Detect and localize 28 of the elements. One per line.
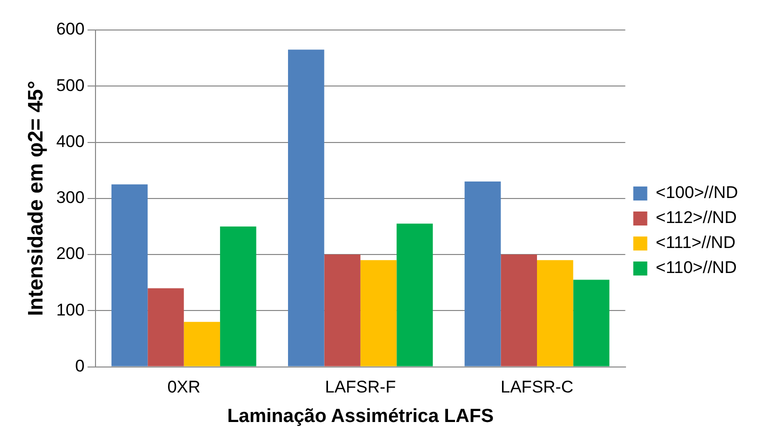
x-tick-label: LAFSR-C [500,378,574,397]
bar [288,50,324,366]
bar [464,182,501,366]
bar [396,224,433,366]
legend-label: <100>//ND [656,183,738,202]
y-axis-title: Intensidade em φ2= 45° [24,80,48,316]
x-tick-label: 0XR [167,378,200,397]
y-tick-label: 500 [56,76,85,95]
bar [148,288,184,366]
y-tick-label: 600 [56,20,85,39]
bar [360,260,397,366]
y-tick-label: 100 [56,300,85,320]
bar [536,260,574,366]
bar [573,280,610,366]
x-axis-title: Laminação Assimétrica LAFS [227,406,494,427]
bar [184,322,220,366]
y-tick-label: 200 [56,244,85,264]
legend-label: <112>//ND [656,208,737,228]
bar [220,226,256,366]
legend-label: <111>//ND [656,233,736,252]
y-tick-label: 400 [56,132,85,151]
x-tick-label: LAFSR-F [325,378,396,397]
y-tick-label: 300 [56,188,85,208]
bar [500,254,537,366]
bar [324,254,360,366]
bar [111,184,148,366]
y-tick-label: 0 [75,356,85,376]
legend-label: <110>//ND [656,258,737,278]
